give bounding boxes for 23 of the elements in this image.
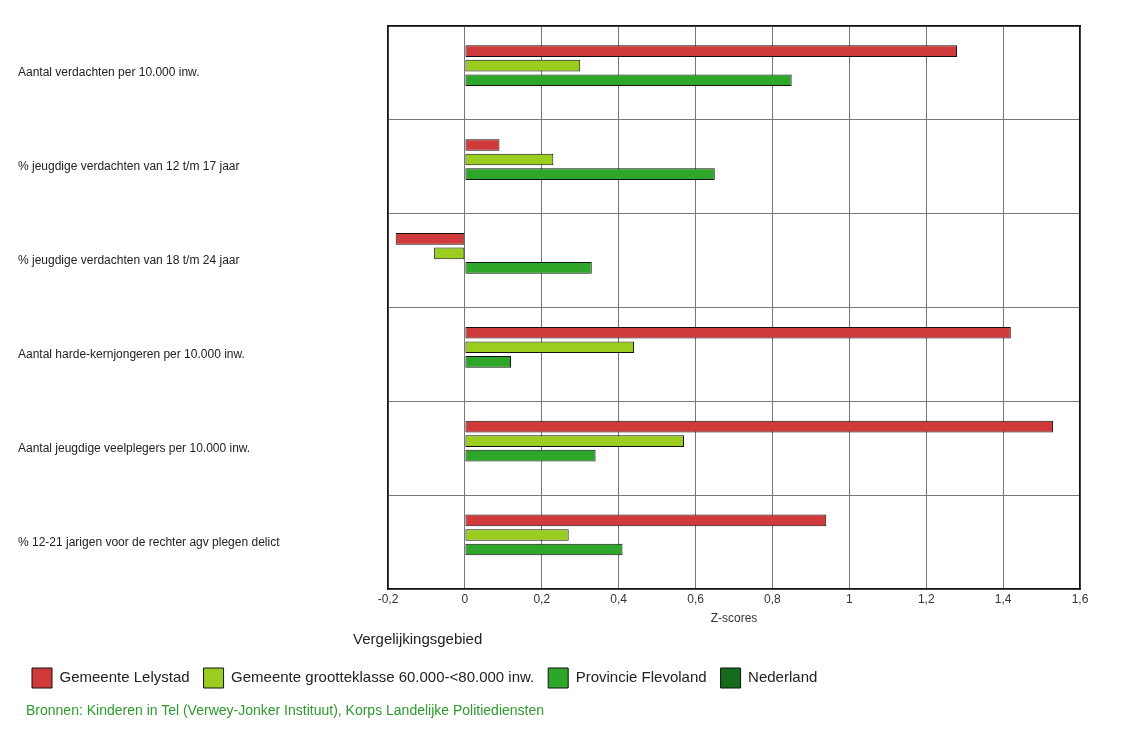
legend-title: Vergelijkingsgebied: [353, 629, 483, 647]
y-tick-label: Aantal verdachten per 10.000 inw.: [18, 65, 200, 80]
text: Bronnen: Kinderen in Tel (Verwey-Jonker Instituut), Korps Landelijke Politiediensten: [26, 702, 546, 718]
y-tick-label: Aantal harde-kernjongeren per 10.000 inw.: [18, 346, 245, 361]
x-tick-label: 0,8: [764, 591, 782, 606]
x-tick-label: 1,6: [1071, 591, 1089, 606]
x-tick-label: 0,2: [533, 591, 551, 606]
x-axis-title: Z-scores: [710, 611, 758, 626]
y-tick-label: Aantal jeugdige veelplegers per 10.000 inw.: [18, 440, 251, 455]
x-tick-label: 1,4: [994, 591, 1012, 606]
x-tick-label: -0,2: [377, 591, 399, 606]
legend-label: Gemeente Lelystad: [59, 668, 190, 686]
y-tick-label: % 12-21 jarigen voor de rechter agv plegen delict: [18, 534, 281, 549]
legend-label: Gemeente grootteklasse 60.000-<80.000 inw.: [231, 668, 535, 686]
x-tick-label: 1: [845, 591, 853, 606]
y-tick-label: % jeugdige verdachten van 12 t/m 17 jaar: [18, 159, 240, 174]
y-tick-label: % jeugdige verdachten van 18 t/m 24 jaar: [18, 252, 240, 267]
legend-label: Provincie Flevoland: [575, 668, 707, 686]
x-tick-label: 0,4: [610, 591, 628, 606]
legend-label: Nederland: [748, 668, 818, 686]
x-tick-label: 0: [461, 591, 469, 606]
x-tick-label: 0,6: [687, 591, 705, 606]
x-tick-label: 1,2: [917, 591, 935, 606]
